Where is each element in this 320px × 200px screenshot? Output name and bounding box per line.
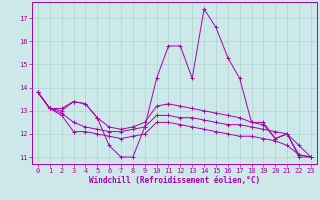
X-axis label: Windchill (Refroidissement éolien,°C): Windchill (Refroidissement éolien,°C) [89,176,260,185]
